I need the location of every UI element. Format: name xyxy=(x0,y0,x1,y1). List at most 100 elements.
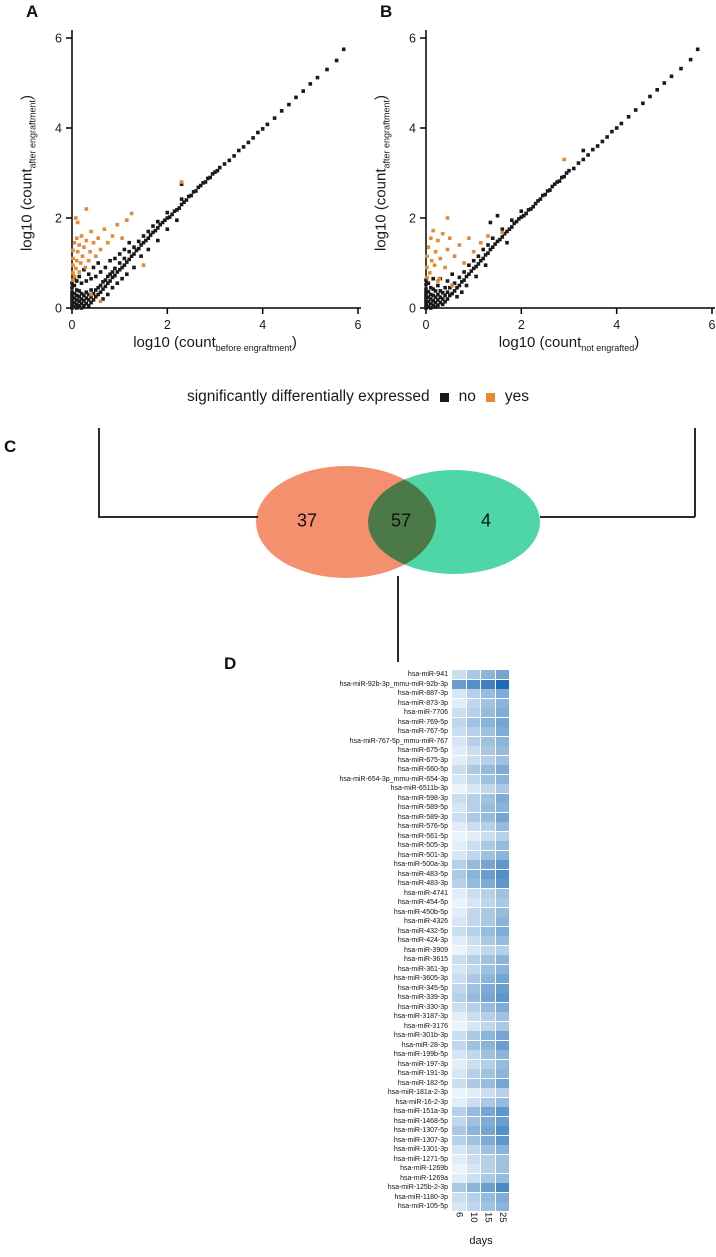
heatmap-cell xyxy=(495,803,509,813)
heatmap-cell xyxy=(481,1154,495,1164)
heatmap-cell xyxy=(495,1012,509,1022)
heatmap-cell xyxy=(466,736,480,746)
heatmap-row-label: hsa-miR-151a-3p xyxy=(393,1108,448,1116)
heatmap-cell xyxy=(466,850,480,860)
heatmap-row-cells xyxy=(452,945,509,955)
heatmap-column-label: 15 xyxy=(482,1212,494,1223)
heatmap-row-label: hsa-miR-1301-3p xyxy=(393,1146,448,1154)
heatmap-cell xyxy=(452,708,466,718)
heatmap-cell xyxy=(481,1164,495,1174)
heatmap-cell xyxy=(495,831,509,841)
legend-yes-label: yes xyxy=(504,388,530,405)
heatmap-column-label: 6 xyxy=(453,1212,465,1218)
legend-no-label: no xyxy=(458,388,476,405)
heatmap-row-label: hsa-miR-182-5p xyxy=(397,1079,448,1087)
heatmap-row: hsa-miR-4326 xyxy=(148,917,509,927)
heatmap-cell xyxy=(452,1202,466,1212)
heatmap-cell xyxy=(481,717,495,727)
venn-left-count: 37 xyxy=(296,510,318,531)
heatmap-cell xyxy=(466,803,480,813)
heatmap-cell xyxy=(466,964,480,974)
heatmap-cell xyxy=(452,1012,466,1022)
heatmap-row-cells xyxy=(452,1012,509,1022)
heatmap-row-cells xyxy=(452,879,509,889)
heatmap-row-cells xyxy=(452,784,509,794)
heatmap-row-label: hsa-miR-28-3p xyxy=(401,1041,448,1049)
heatmap-cell xyxy=(481,698,495,708)
heatmap-cell xyxy=(466,1040,480,1050)
heatmap-cell xyxy=(481,736,495,746)
legend-title: significantly differentially expressed xyxy=(186,388,430,405)
heatmap-cell xyxy=(466,755,480,765)
svg-text:0: 0 xyxy=(423,318,430,332)
heatmap-cell xyxy=(495,1088,509,1098)
heatmap-cell xyxy=(481,1202,495,1212)
heatmap-row-cells xyxy=(452,1069,509,1079)
heatmap-cell xyxy=(481,1088,495,1098)
heatmap-row-cells xyxy=(452,850,509,860)
heatmap-cell xyxy=(495,755,509,765)
heatmap-row-label: hsa-miR-767-5p_mmu-miR-767 xyxy=(349,737,448,745)
heatmap-cell xyxy=(466,917,480,927)
heatmap-cell xyxy=(481,1173,495,1183)
heatmap-cell xyxy=(466,727,480,737)
heatmap-cell xyxy=(495,936,509,946)
scatter-b-svg: 0 2 4 6 0 2 4 6 xyxy=(409,30,716,332)
heatmap-cell xyxy=(481,1050,495,1060)
heatmap-cell xyxy=(481,1145,495,1155)
heatmap-row-label: hsa-miR-181a-2-3p xyxy=(387,1089,448,1097)
heatmap-row: hsa-miR-873-3p xyxy=(148,698,509,709)
heatmap-cell xyxy=(495,1040,509,1050)
heatmap-row-cells xyxy=(452,1088,509,1098)
heatmap-cell xyxy=(481,793,495,803)
heatmap-row: hsa-miR-6511b-3p xyxy=(148,784,509,794)
heatmap-row-cells xyxy=(452,746,509,756)
heatmap-row: hsa-miR-1301-3p xyxy=(148,1145,509,1155)
heatmap-cell xyxy=(495,1059,509,1069)
connector-left-vertical xyxy=(98,428,100,517)
heatmap-row-label: hsa-miR-1307-5p xyxy=(393,1127,448,1135)
heatmap-row-label: hsa-miR-330-3p xyxy=(397,1003,448,1011)
heatmap-row: hsa-miR-4741 xyxy=(148,888,509,899)
heatmap-row: hsa-miR-125b-2-3p xyxy=(148,1183,509,1193)
heatmap-cell xyxy=(466,670,480,680)
heatmap-row: hsa-miR-483-5p xyxy=(148,869,509,880)
heatmap-row-label: hsa-miR-1271-5p xyxy=(393,1155,448,1163)
heatmap-cell xyxy=(466,888,480,898)
heatmap-cell xyxy=(481,1183,495,1193)
heatmap-cell xyxy=(466,689,480,699)
heatmap-cell xyxy=(495,860,509,870)
heatmap-cell xyxy=(466,955,480,965)
heatmap-cell xyxy=(495,1202,509,1212)
heatmap-row: hsa-miR-1307-5p xyxy=(148,1126,509,1136)
heatmap-cell xyxy=(495,1069,509,1079)
heatmap-row-label: hsa-miR-125b-2-3p xyxy=(387,1184,448,1192)
svg-text:2: 2 xyxy=(55,212,62,226)
heatmap-row-label: hsa-miR-105-5p xyxy=(397,1203,448,1211)
x-title-sub: before engraftment xyxy=(215,343,292,353)
heatmap-cell xyxy=(466,860,480,870)
heatmap-cell xyxy=(481,850,495,860)
heatmap-row: hsa-miR-660-5p xyxy=(148,765,509,775)
heatmap-cell xyxy=(495,955,509,965)
heatmap-cell xyxy=(481,784,495,794)
heatmap-cell xyxy=(452,755,466,765)
heatmap-row: hsa-miR-501-3p xyxy=(148,850,509,861)
heatmap-cell xyxy=(481,1021,495,1031)
heatmap-cell xyxy=(466,1202,480,1212)
svg-text:6: 6 xyxy=(709,318,716,332)
heatmap-cell xyxy=(452,1145,466,1155)
svg-text:0: 0 xyxy=(409,302,416,316)
heatmap-cell xyxy=(452,689,466,699)
axes: 0 2 4 6 0 2 4 6 xyxy=(409,30,716,332)
heatmap-cell xyxy=(481,888,495,898)
heatmap-row-cells xyxy=(452,1107,509,1117)
heatmap-row-cells xyxy=(452,1031,509,1041)
heatmap-row: hsa-miR-151a-3p xyxy=(148,1107,509,1117)
heatmap-cell xyxy=(452,869,466,879)
heatmap-cell xyxy=(495,1116,509,1126)
heatmap-cell xyxy=(466,879,480,889)
heatmap-cell xyxy=(452,765,466,775)
heatmap-cell xyxy=(452,1040,466,1050)
heatmap-cell xyxy=(481,727,495,737)
